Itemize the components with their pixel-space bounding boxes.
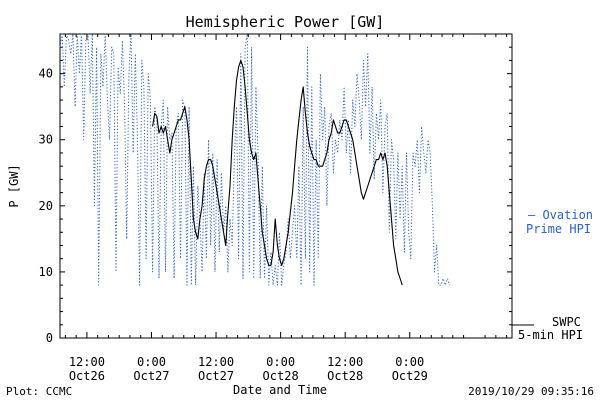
- y-axis-ticks: 0 10 20 30 40: [39, 33, 512, 345]
- x-tick-date-label: Oct29: [392, 369, 428, 383]
- x-tick-time-label: 0:00: [137, 355, 166, 369]
- series-group: [59, 33, 451, 286]
- legend-swpc-line1: SWPC: [552, 315, 581, 329]
- y-tick-label: 10: [39, 265, 53, 279]
- x-tick-date-label: Oct27: [133, 369, 169, 383]
- legend-ovation-line1: — Ovation: [528, 208, 593, 222]
- x-axis-label: Date and Time: [233, 383, 327, 397]
- x-axis-ticks: 12:00Oct260:00Oct2712:00Oct270:00Oct2812…: [64, 34, 508, 383]
- ovation-prime-hpi-line: [59, 33, 451, 286]
- x-tick-date-label: Oct28: [263, 369, 299, 383]
- y-tick-label: 30: [39, 133, 53, 147]
- y-tick-label: 0: [46, 331, 53, 345]
- y-tick-label: 40: [39, 67, 53, 81]
- chart-title: Hemispheric Power [GW]: [186, 13, 385, 31]
- y-axis-label: P [GW]: [7, 164, 21, 207]
- legend-swpc-line2: 5-min HPI: [518, 328, 583, 342]
- x-tick-date-label: Oct26: [69, 369, 105, 383]
- plot-frame: [59, 33, 513, 339]
- x-tick-time-label: 12:00: [69, 355, 105, 369]
- x-tick-time-label: 12:00: [198, 355, 234, 369]
- x-tick-date-label: Oct27: [198, 369, 234, 383]
- legend-ovation-line2: Prime HPI: [526, 222, 591, 236]
- plot-timestamp: 2019/10/29 09:35:16: [468, 385, 594, 398]
- x-tick-date-label: Oct28: [327, 369, 363, 383]
- plot-credit: Plot: CCMC: [6, 385, 72, 398]
- legend: — Ovation Prime HPI SWPC 5-min HPI: [512, 208, 593, 342]
- swpc-5min-hpi-line: [152, 59, 403, 286]
- x-tick-time-label: 12:00: [327, 355, 363, 369]
- x-tick-time-label: 0:00: [395, 355, 424, 369]
- x-tick-time-label: 0:00: [266, 355, 295, 369]
- axes: [59, 33, 513, 339]
- y-tick-label: 20: [39, 199, 53, 213]
